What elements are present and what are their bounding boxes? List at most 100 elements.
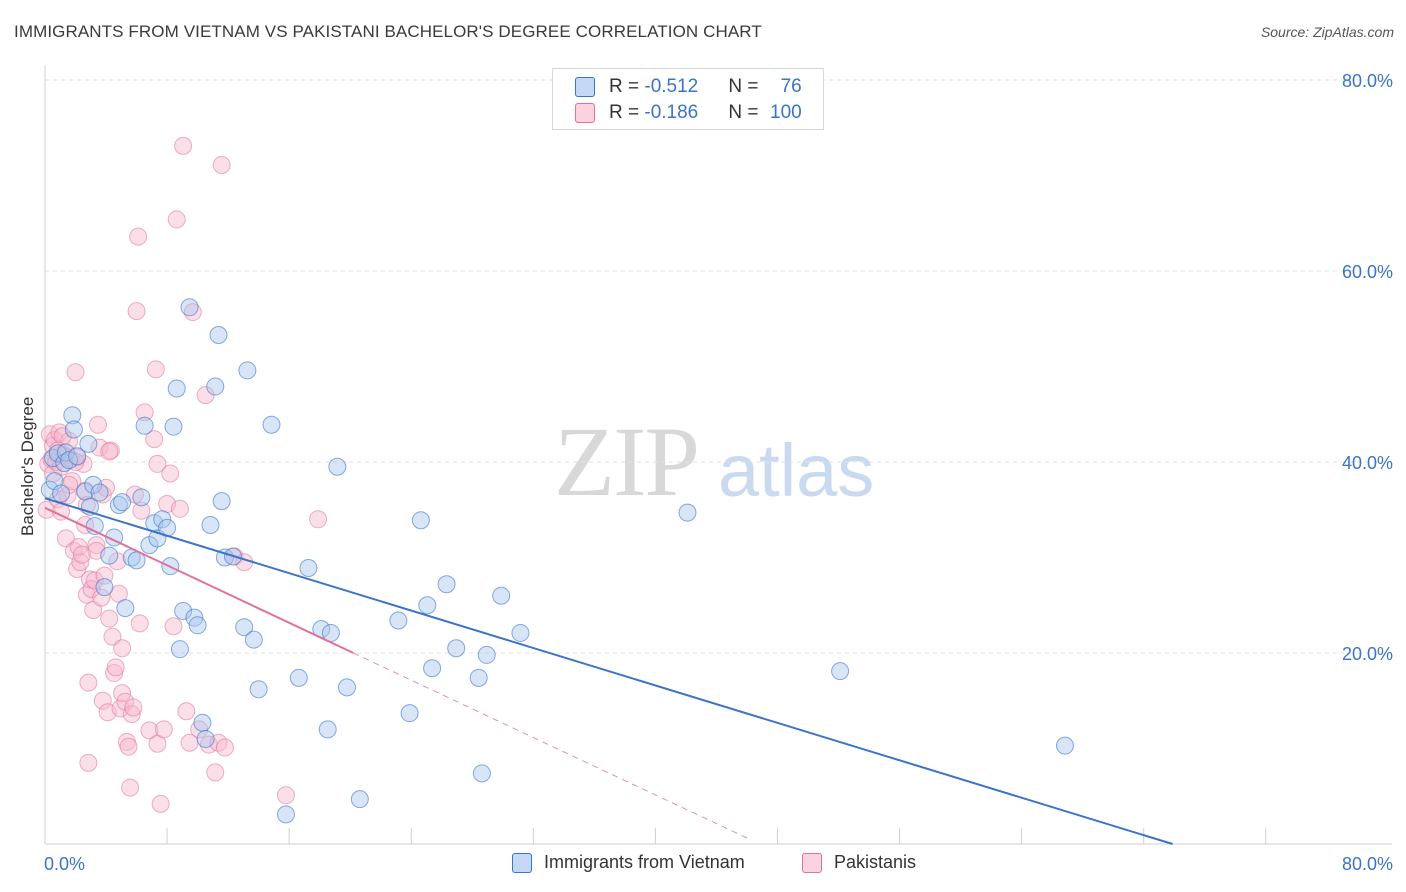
pakistanis-point xyxy=(151,794,170,813)
vietnam-point xyxy=(477,645,496,664)
vietnam-point xyxy=(201,516,220,535)
pakistanis-point xyxy=(93,691,112,710)
vietnam-point xyxy=(40,480,59,499)
pakistanis-point xyxy=(101,441,120,460)
legend-swatch-pakistanis xyxy=(575,103,595,123)
pakistanis-point xyxy=(79,673,98,692)
vietnam-point xyxy=(249,680,268,699)
vietnam-point xyxy=(400,704,419,723)
vietnam-point xyxy=(289,668,308,687)
vietnam-point xyxy=(68,447,87,466)
vietnam-point xyxy=(1055,736,1074,755)
legend-swatch-vietnam xyxy=(512,852,532,873)
vietnam-point xyxy=(318,720,337,739)
vietnam-point xyxy=(299,559,318,578)
pakistanis-point xyxy=(161,464,180,483)
y-tick-label: 80.0% xyxy=(1342,71,1393,91)
legend-item-pakistanis[interactable]: Pakistanis xyxy=(802,852,916,873)
pakistanis-point xyxy=(37,500,56,519)
x-tick-label: 80.0% xyxy=(1342,854,1393,874)
chart-title: IMMIGRANTS FROM VIETNAM VS PAKISTANI BAC… xyxy=(14,22,762,41)
y-tick-label: 60.0% xyxy=(1342,262,1393,282)
vietnam-point xyxy=(113,493,132,512)
vietnam-point xyxy=(90,483,109,502)
pakistanis-point xyxy=(79,753,98,772)
pakistanis-point xyxy=(100,609,119,628)
pakistanis-point xyxy=(154,720,173,739)
y-axis-label-wrap: Bachelor's Degree xyxy=(18,397,38,556)
vietnam-point xyxy=(209,325,228,344)
vietnam-point xyxy=(472,764,491,783)
legend-item-vietnam[interactable]: Immigrants from Vietnam xyxy=(512,852,745,873)
legend-r-value: -0.512 xyxy=(644,76,699,97)
vietnam-point xyxy=(79,434,98,453)
vietnam-point xyxy=(167,379,186,398)
vietnam-point xyxy=(116,599,135,618)
x-tick-label: 0.0% xyxy=(44,854,85,874)
vietnam-point xyxy=(100,546,119,565)
pakistanis-trendline xyxy=(44,506,354,654)
vietnam-point xyxy=(174,601,193,620)
vietnam-trendline xyxy=(44,497,1173,845)
pakistanis-point xyxy=(90,438,109,457)
pakistanis-point xyxy=(89,415,108,434)
vietnam-point xyxy=(411,511,430,530)
y-tick-label: 20.0% xyxy=(1342,644,1393,664)
vietnam-point xyxy=(511,623,530,642)
pakistanis-point xyxy=(135,403,154,422)
pakistanis-point xyxy=(167,210,186,229)
pakistanis-point xyxy=(103,627,122,646)
vietnam-point xyxy=(678,503,697,522)
vietnam-point xyxy=(447,639,466,658)
pakistanis-point xyxy=(113,639,132,658)
y-axis-label: Bachelor's Degree xyxy=(18,396,37,536)
pakistanis-point xyxy=(215,738,234,757)
vietnam-point xyxy=(206,377,225,396)
legend-n-value: 76 xyxy=(780,76,802,97)
vietnam-point xyxy=(238,361,257,380)
pakistanis-point xyxy=(164,617,183,636)
vietnam-point xyxy=(469,668,488,687)
pakistanis-point xyxy=(146,360,165,379)
pakistanis-point xyxy=(85,571,104,590)
legend-n-label: N = xyxy=(728,102,764,123)
pakistanis-point xyxy=(170,499,189,518)
vietnam-point xyxy=(188,616,207,635)
correlation-legend: R = -0.512 N = 76 R = -0.186 N = 100 xyxy=(552,68,824,130)
vietnam-point xyxy=(52,484,71,503)
vietnam-point xyxy=(350,790,369,809)
source-label: Source: ZipAtlas.com xyxy=(1260,24,1394,40)
legend-row-vietnam: R = -0.512 N = 76 xyxy=(575,75,802,99)
watermark-atlas: atlas xyxy=(718,429,875,512)
pakistanis-point xyxy=(66,363,85,382)
legend-n-value: 100 xyxy=(770,102,802,123)
vietnam-point xyxy=(235,618,254,637)
watermark-zip: ZIP xyxy=(554,406,700,517)
vietnam-point xyxy=(132,488,151,507)
vietnam-point xyxy=(262,415,281,434)
pakistanis-point xyxy=(129,227,148,246)
vietnam-point xyxy=(153,510,172,529)
vietnam-point xyxy=(84,475,103,494)
pakistanis-point xyxy=(106,658,125,677)
pakistanis-point xyxy=(140,721,159,740)
legend-swatch-pakistanis xyxy=(802,852,822,873)
vietnam-point xyxy=(244,630,263,649)
pakistanis-point xyxy=(124,698,143,717)
pakistanis-point xyxy=(177,702,196,721)
pakistanis-point xyxy=(77,585,96,604)
vietnam-point xyxy=(170,640,189,659)
pakistanis-point xyxy=(174,136,193,155)
pakistanis-point xyxy=(92,588,111,607)
pakistanis-point xyxy=(183,303,202,322)
y-tick-label: 40.0% xyxy=(1342,453,1393,473)
vietnam-point xyxy=(437,575,456,594)
vietnam-point xyxy=(164,417,183,436)
pakistanis-point xyxy=(87,536,106,555)
vietnam-point xyxy=(95,578,114,597)
vietnam-point xyxy=(193,713,212,732)
pakistanis-point xyxy=(309,510,328,529)
legend-label-vietnam: Immigrants from Vietnam xyxy=(544,852,745,872)
vietnam-point xyxy=(276,805,295,824)
pakistanis-point xyxy=(121,778,140,797)
